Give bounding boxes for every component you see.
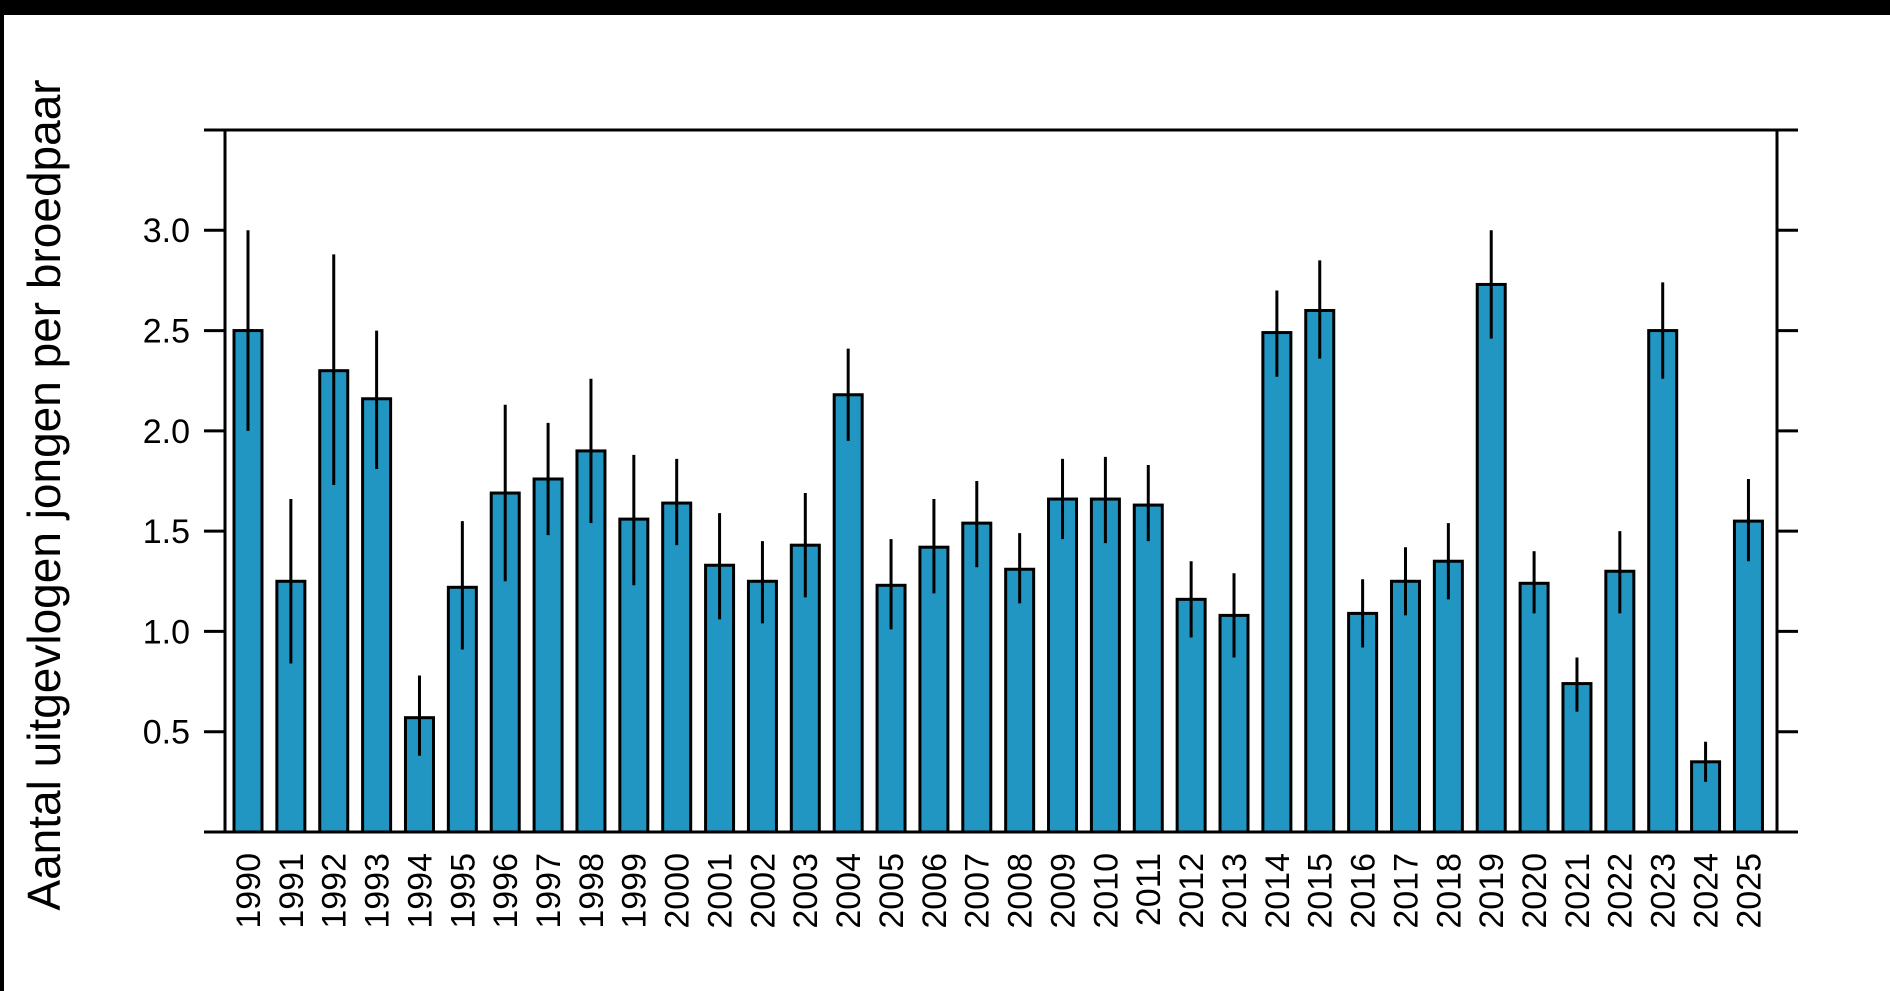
x-label-2016: 2016 [1345, 853, 1383, 929]
x-label-1998: 1998 [573, 853, 611, 929]
bar-1997 [532, 477, 564, 834]
x-label-2023: 2023 [1645, 853, 1683, 929]
x-label-2009: 2009 [1044, 853, 1082, 929]
y-tick-label: 2.0 [143, 413, 190, 451]
x-label-2007: 2007 [959, 853, 997, 929]
x-label-1999: 1999 [616, 853, 654, 929]
bar-2016 [1347, 611, 1379, 834]
bar-2019 [1475, 282, 1507, 834]
bar-2004 [832, 393, 864, 834]
x-label-2010: 2010 [1087, 853, 1125, 929]
x-label-2004: 2004 [830, 853, 868, 929]
x-label-2012: 2012 [1173, 853, 1211, 929]
x-label-1993: 1993 [359, 853, 397, 929]
y-tick-label: 3.0 [143, 212, 190, 250]
bar-2008 [1004, 567, 1036, 834]
bar-2017 [1389, 579, 1421, 834]
x-label-1994: 1994 [401, 853, 439, 929]
x-label-2014: 2014 [1259, 853, 1297, 929]
bar-2011 [1132, 503, 1164, 834]
bar-2007 [961, 521, 993, 834]
x-label-1995: 1995 [444, 853, 482, 929]
x-label-2011: 2011 [1130, 853, 1168, 926]
x-label-2015: 2015 [1302, 853, 1340, 929]
errorbars-layer [246, 230, 1750, 782]
x-label-1997: 1997 [530, 853, 568, 929]
x-label-1991: 1991 [273, 853, 311, 929]
bar-2020 [1518, 581, 1550, 834]
x-label-2024: 2024 [1687, 853, 1725, 929]
x-label-1990: 1990 [230, 853, 268, 929]
x-label-2017: 2017 [1387, 853, 1425, 929]
x-label-2025: 2025 [1730, 853, 1768, 929]
x-label-2021: 2021 [1559, 853, 1597, 929]
x-label-1992: 1992 [316, 853, 354, 929]
x-label-2005: 2005 [873, 853, 911, 929]
bar-2014 [1261, 331, 1293, 834]
y-tick-label: 2.5 [143, 312, 190, 350]
bar-2025 [1732, 519, 1764, 834]
left-border-strip [0, 0, 4, 991]
y-tick-label: 0.5 [143, 714, 190, 752]
x-label-2002: 2002 [744, 853, 782, 929]
bar-2000 [661, 501, 693, 834]
bar-2018 [1432, 559, 1464, 834]
x-label-2003: 2003 [787, 853, 825, 929]
x-label-2013: 2013 [1216, 853, 1254, 929]
bar-2010 [1089, 497, 1121, 834]
y-axis-ticks: 0.5 1.0 1.5 2.0 2.5 3.0 [143, 128, 1798, 834]
y-axis-title: Aantal uitgevlogen jongen per broedpaar [18, 79, 70, 910]
plot-frame [223, 128, 1779, 834]
bar-2015 [1304, 309, 1336, 834]
bar-2023 [1647, 329, 1679, 834]
bar-2009 [1047, 497, 1079, 834]
x-label-2008: 2008 [1002, 853, 1040, 929]
x-label-2000: 2000 [659, 853, 697, 929]
top-border-strip [0, 0, 1890, 15]
x-label-2019: 2019 [1473, 853, 1511, 929]
bar-1996 [489, 491, 521, 834]
bar-2002 [746, 579, 778, 834]
x-label-2006: 2006 [916, 853, 954, 929]
x-label-2018: 2018 [1430, 853, 1468, 929]
x-label-2020: 2020 [1516, 853, 1554, 929]
y-tick-label: 1.0 [143, 613, 190, 651]
x-label-2022: 2022 [1602, 853, 1640, 929]
x-axis-labels: 1990 1991 1992 1993 1994 1995 1996 1997 1998 1999… [230, 853, 1768, 929]
x-label-2001: 2001 [701, 853, 739, 929]
x-label-1996: 1996 [487, 853, 525, 929]
y-tick-label: 1.5 [143, 513, 190, 551]
